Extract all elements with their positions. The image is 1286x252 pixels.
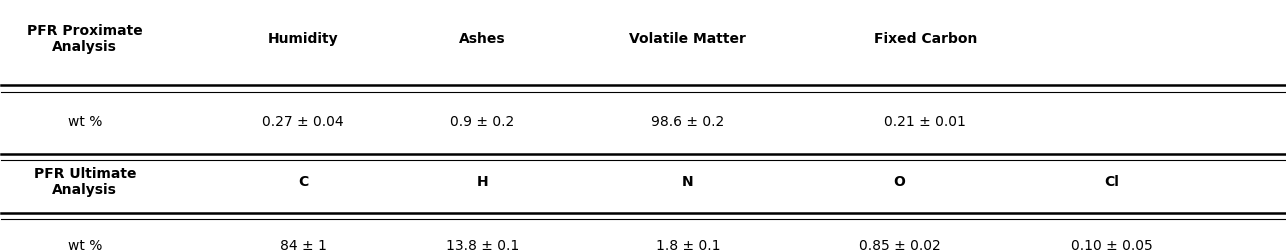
Text: PFR Ultimate
Analysis: PFR Ultimate Analysis	[33, 167, 136, 197]
Text: 0.10 ± 0.05: 0.10 ± 0.05	[1070, 239, 1152, 252]
Text: 0.85 ± 0.02: 0.85 ± 0.02	[859, 239, 940, 252]
Text: Humidity: Humidity	[267, 32, 338, 46]
Text: Cl: Cl	[1103, 175, 1119, 189]
Text: 0.27 ± 0.04: 0.27 ± 0.04	[262, 115, 343, 129]
Text: PFR Proximate
Analysis: PFR Proximate Analysis	[27, 24, 143, 54]
Text: C: C	[298, 175, 309, 189]
Text: 0.21 ± 0.01: 0.21 ± 0.01	[885, 115, 966, 129]
Text: Fixed Carbon: Fixed Carbon	[873, 32, 977, 46]
Text: H: H	[477, 175, 489, 189]
Text: Volatile Matter: Volatile Matter	[629, 32, 746, 46]
Text: O: O	[894, 175, 905, 189]
Text: wt %: wt %	[68, 115, 102, 129]
Text: 13.8 ± 0.1: 13.8 ± 0.1	[446, 239, 520, 252]
Text: wt %: wt %	[68, 239, 102, 252]
Text: N: N	[682, 175, 693, 189]
Text: 0.9 ± 0.2: 0.9 ± 0.2	[450, 115, 514, 129]
Text: Ashes: Ashes	[459, 32, 505, 46]
Text: 1.8 ± 0.1: 1.8 ± 0.1	[656, 239, 720, 252]
Text: 98.6 ± 0.2: 98.6 ± 0.2	[651, 115, 724, 129]
Text: 84 ± 1: 84 ± 1	[279, 239, 327, 252]
